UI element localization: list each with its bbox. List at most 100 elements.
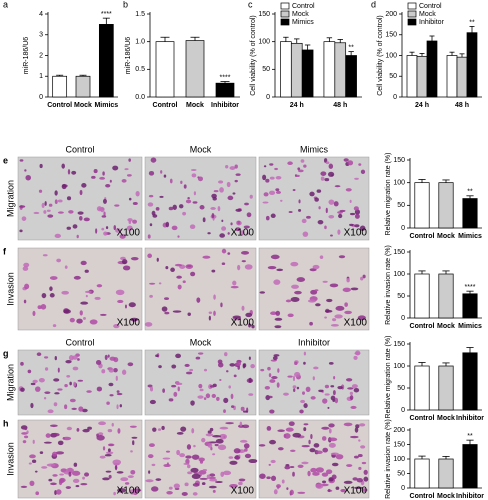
cell — [73, 462, 78, 467]
cell — [185, 371, 193, 375]
cell — [57, 388, 63, 391]
cell — [28, 462, 32, 465]
cell — [276, 484, 281, 489]
cell — [175, 353, 181, 359]
cell — [229, 460, 238, 465]
cell — [337, 385, 343, 390]
cell — [296, 386, 300, 390]
panel-letter: b — [123, 0, 128, 9]
cell — [208, 315, 211, 321]
panel-letter: h — [3, 418, 9, 428]
cell — [57, 440, 64, 446]
cell — [187, 464, 191, 469]
bar — [334, 42, 347, 98]
column-header: Mimics — [300, 144, 328, 154]
cell — [148, 470, 151, 474]
cell — [273, 279, 281, 285]
cell — [102, 171, 105, 176]
cell — [268, 190, 276, 195]
cell — [121, 179, 127, 183]
cell — [300, 399, 306, 404]
y-tick-label: 50 — [397, 470, 405, 477]
cell — [80, 483, 88, 486]
cell — [328, 423, 335, 428]
cell — [20, 387, 25, 392]
cell — [99, 455, 106, 459]
cell — [321, 426, 330, 430]
cell — [38, 189, 43, 193]
cell — [355, 350, 361, 356]
cell — [327, 488, 331, 493]
cell — [44, 391, 51, 394]
cell — [34, 386, 41, 392]
cell — [84, 290, 92, 294]
cell — [191, 473, 201, 480]
cell — [193, 444, 196, 448]
cell — [171, 364, 177, 369]
cell — [122, 265, 131, 271]
cell — [208, 311, 213, 314]
cell — [210, 207, 216, 210]
cell — [303, 427, 307, 432]
cell — [190, 271, 196, 277]
cell — [104, 354, 108, 361]
significance: **** — [465, 284, 476, 291]
cell — [158, 282, 162, 285]
cell — [238, 478, 246, 482]
cell — [354, 224, 360, 228]
legend-swatch — [407, 2, 417, 10]
cell — [187, 312, 191, 316]
cell — [202, 255, 211, 259]
cell — [29, 454, 36, 459]
cell — [94, 296, 101, 300]
cell — [209, 385, 215, 388]
x-tick-label: Control — [47, 102, 72, 109]
cell — [324, 316, 327, 319]
cell — [303, 361, 306, 365]
cell — [29, 480, 35, 486]
cell — [265, 215, 270, 221]
legend-label: Control — [419, 3, 442, 10]
cell — [294, 290, 302, 295]
cell — [358, 439, 361, 442]
cell — [358, 466, 362, 470]
cell — [303, 423, 309, 426]
cell — [190, 467, 199, 473]
cell — [106, 401, 110, 405]
panel-letter: f — [3, 246, 7, 256]
cell — [331, 174, 334, 177]
cell — [177, 382, 183, 386]
cell — [96, 206, 103, 212]
cell — [190, 168, 197, 172]
cell — [315, 483, 324, 489]
cell — [312, 472, 320, 476]
y-tick-label: 150 — [393, 341, 405, 348]
cell — [164, 297, 170, 300]
x-tick-label: Control — [410, 233, 435, 240]
cell — [285, 427, 294, 432]
cell — [307, 299, 316, 303]
cell — [105, 226, 109, 230]
x-tick-label: 48 h — [333, 102, 347, 109]
y-tick-label: 1.5 — [135, 11, 145, 18]
y-tick-label: 50 — [262, 66, 270, 73]
cell — [59, 473, 64, 476]
y-tick-label: 0.5 — [135, 66, 145, 73]
cell — [318, 389, 324, 393]
cell — [149, 294, 153, 298]
cell — [172, 204, 177, 210]
bar — [406, 55, 418, 98]
cell — [196, 297, 201, 303]
y-tick-label: 2 — [39, 52, 43, 59]
cell — [189, 224, 196, 230]
bar — [438, 365, 454, 411]
cell — [209, 473, 216, 477]
cell — [49, 286, 53, 292]
cell — [322, 398, 328, 404]
cell — [303, 351, 307, 356]
cell — [243, 225, 250, 229]
cell — [201, 437, 206, 443]
y-tick-label: 100 — [258, 39, 270, 46]
cell — [30, 402, 34, 409]
cell — [96, 284, 103, 288]
